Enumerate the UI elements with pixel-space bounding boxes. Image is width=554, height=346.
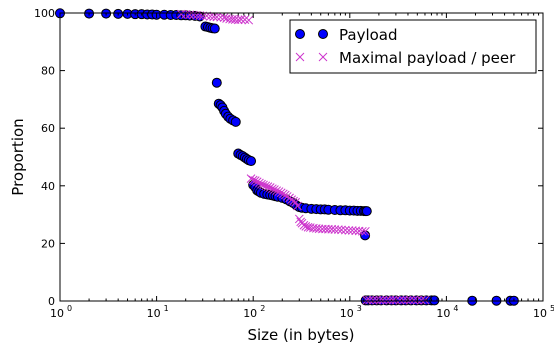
- max-payload-point-29: [263, 182, 273, 192]
- legend-payload-dot-1: [318, 29, 328, 39]
- max-payload-point-67: [361, 226, 370, 236]
- legend-box: [289, 19, 537, 74]
- max-payload-point-44: [294, 214, 304, 224]
- legend-payload-dot-0: [295, 29, 305, 39]
- max-payload-point-68: [362, 295, 372, 305]
- max-payload-point-19: [240, 15, 250, 24]
- max-payload-point-38: [282, 192, 292, 201]
- max-payload-point-9: [209, 12, 219, 22]
- max-payload-point-41: [289, 196, 298, 206]
- max-payload-point-33: [272, 186, 282, 196]
- x-tick-label-5: 10: [533, 307, 547, 320]
- max-payload-point-32: [270, 185, 279, 194]
- max-payload-point-80: [402, 295, 412, 305]
- max-payload-point-76: [388, 295, 398, 305]
- max-payload-point-31: [268, 184, 277, 194]
- max-payload-point-30: [265, 183, 275, 192]
- x-tick-label-3: 10: [340, 307, 354, 320]
- max-payload-point-81: [405, 295, 415, 305]
- max-payload-point-82: [409, 295, 419, 305]
- max-payload-point-17: [233, 15, 243, 25]
- max-payload-point-79: [399, 295, 408, 305]
- max-payload-point-21: [246, 174, 256, 183]
- max-payload-point-74: [382, 295, 391, 305]
- max-payload-point-62: [344, 226, 354, 235]
- legend-max-payload-x-0: [295, 52, 305, 62]
- max-payload-point-73: [378, 295, 388, 305]
- x-tick-label-exp-4: 4: [453, 304, 458, 313]
- x-tick-label-4: 10: [436, 307, 450, 320]
- payload-point-32: [230, 116, 241, 127]
- y-tick-label-0: 0: [48, 295, 55, 308]
- max-payload-point-35: [276, 188, 286, 198]
- max-payload-point-61: [341, 225, 350, 235]
- max-payload-point-58: [330, 225, 340, 234]
- max-payload-point-84: [416, 295, 426, 305]
- legend-label-maximal-payload-per-peer: Maximal payload / peer: [339, 49, 516, 67]
- max-payload-point-34: [274, 187, 284, 196]
- x-tick-label-exp-2: 2: [260, 304, 265, 313]
- x-tick-label-exp-0: 0: [67, 304, 72, 313]
- max-payload-point-70: [368, 295, 378, 305]
- max-payload-point-28: [261, 181, 271, 191]
- x-tick-label-exp-1: 1: [164, 304, 169, 313]
- y-tick-label-3: 60: [41, 122, 55, 135]
- x-tick-label-exp-3: 3: [357, 304, 362, 313]
- plot-frame: [59, 12, 544, 302]
- max-payload-point-60: [337, 225, 346, 235]
- max-payload-point-59: [333, 225, 343, 234]
- max-payload-point-27: [259, 180, 268, 190]
- max-payload-point-24: [252, 177, 262, 187]
- max-payload-point-69: [365, 295, 374, 305]
- max-payload-point-36: [278, 189, 288, 199]
- max-payload-point-12: [219, 13, 229, 22]
- x-tick-label-0: 10: [50, 307, 64, 320]
- chart-marks: [55, 8, 519, 306]
- max-payload-point-49: [303, 222, 313, 232]
- max-payload-point-53: [314, 224, 324, 234]
- max-payload-point-71: [372, 295, 382, 305]
- max-payload-point-56: [324, 224, 333, 234]
- max-payload-point-20: [244, 15, 254, 25]
- y-tick-label-4: 80: [41, 65, 55, 78]
- payload-point-90: [429, 295, 440, 306]
- legend-marker-payload: [295, 29, 328, 39]
- legend-label-payload: Payload: [339, 26, 398, 44]
- max-payload-point-25: [255, 178, 264, 188]
- y-tick-label-5: 100: [34, 7, 55, 20]
- max-payload-point-2: [185, 10, 195, 20]
- x-tick-label-2: 10: [243, 307, 257, 320]
- y-tick-label-1: 20: [41, 237, 55, 250]
- legend: Payload Maximal payload / peer: [289, 19, 537, 74]
- legend-max-payload-x-1: [318, 52, 328, 62]
- y-tick-label-2: 40: [41, 180, 55, 193]
- max-payload-point-43: [293, 201, 302, 211]
- legend-marker-maximal-payload-per-peer: [295, 52, 328, 62]
- payload-point-39: [246, 156, 257, 167]
- payload-point-23: [211, 77, 222, 88]
- max-payload-point-78: [395, 295, 405, 305]
- max-payload-point-66: [358, 226, 367, 236]
- max-payload-point-10: [212, 12, 222, 22]
- max-payload-point-64: [351, 226, 361, 236]
- y-axis-label: Proportion: [9, 118, 27, 195]
- max-payload-point-63: [347, 226, 357, 235]
- max-payload-point-72: [375, 295, 385, 305]
- payload-point-73: [361, 206, 372, 217]
- max-payload-point-57: [327, 224, 337, 234]
- payload-point-22: [209, 23, 220, 34]
- x-tick-label-1: 10: [147, 307, 161, 320]
- max-payload-point-23: [250, 176, 260, 185]
- max-payload-point-18: [236, 14, 246, 24]
- x-tick-label-exp-5: 5: [550, 304, 554, 313]
- x-axis-label: Size (in bytes): [247, 326, 354, 344]
